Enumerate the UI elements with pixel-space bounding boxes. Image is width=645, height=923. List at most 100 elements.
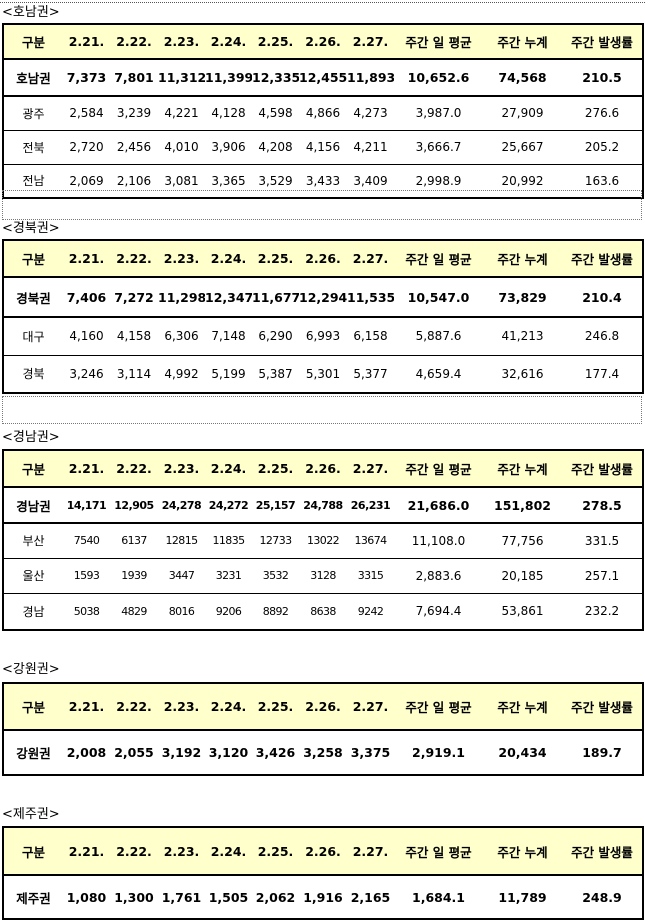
table-cell: 189.7 (582, 745, 622, 760)
table-cell: 32,616 (501, 366, 544, 381)
table-cell: 4,598 (258, 106, 293, 121)
table-cell: 7,694.4 (415, 604, 462, 619)
table-cell: 3,529 (258, 173, 293, 188)
table-cell: 2,062 (255, 889, 296, 905)
table-cell: 광주 (22, 106, 45, 121)
table-cell: 12,335 (252, 70, 299, 85)
table-cell: 24,278 (161, 498, 202, 512)
table-cell: 20,185 (501, 568, 544, 583)
table-cell: 2,106 (116, 173, 152, 188)
col-header-weekly-total: 주간 누계 (483, 827, 562, 875)
table-cell: 6,158 (353, 329, 388, 344)
table-cell: 11,677 (252, 289, 299, 305)
table-cell: 177.4 (584, 366, 620, 381)
col-header-date: 2.26. (299, 24, 347, 59)
table-cell: 3315 (357, 569, 384, 582)
header-row: 구분 2.21. 2.22. 2.23. 2.24. 2.25. 2.26. 2… (3, 450, 643, 487)
table-cell: 7,373 (66, 70, 107, 85)
col-header-date: 2.27. (347, 827, 394, 875)
col-header-weekly-rate: 주간 발생률 (562, 683, 643, 730)
table-cell: 2,055 (114, 745, 154, 760)
col-header-date: 2.27. (347, 240, 394, 277)
table-cell: 4,273 (353, 106, 388, 121)
col-header-date: 2.26. (299, 827, 347, 875)
table-row: 부산 7540 6137 12815 11835 12733 13022 136… (3, 523, 643, 558)
table-row: 광주 2,584 3,239 4,221 4,128 4,598 4,866 4… (3, 96, 643, 130)
table-cell: 울산 (22, 569, 45, 583)
table-cell: 경남 (22, 604, 45, 619)
col-header-date: 2.25. (252, 827, 299, 875)
table-cell: 호남권 (16, 71, 51, 86)
total-row: 경북권 7,406 7,272 11,298 12,347 11,677 12,… (3, 277, 643, 317)
region-table: 구분 2.21. 2.22. 2.23. 2.24. 2.25. 2.26. 2… (2, 23, 644, 199)
section-title: <경북권> (2, 221, 60, 236)
table-cell: 11,535 (347, 289, 394, 305)
table-row: 전남 2,069 2,106 3,081 3,365 3,529 3,433 3… (3, 164, 643, 198)
col-header-category: 구분 (3, 450, 63, 487)
table-cell: 1,684.1 (412, 889, 465, 905)
total-row: 경남권 14,171 12,905 24,278 24,272 25,157 2… (3, 487, 643, 523)
table-cell: 11,298 (158, 289, 205, 305)
table-cell: 4,010 (164, 140, 199, 154)
table-cell: 강원권 (16, 746, 51, 761)
table-cell: 24,272 (208, 498, 249, 512)
table-cell: 4,221 (164, 106, 199, 121)
table-cell: 20,992 (501, 173, 544, 188)
table-cell: 경북권 (16, 290, 51, 306)
table-cell: 278.5 (582, 497, 622, 513)
table-cell: 5038 (73, 604, 100, 618)
table-cell: 12733 (259, 534, 293, 548)
table-cell: 제주권 (16, 890, 51, 906)
table-cell: 163.6 (584, 173, 620, 188)
table-cell: 232.2 (584, 604, 620, 619)
table-cell: 3,081 (164, 173, 199, 188)
table-cell: 4,156 (305, 140, 341, 154)
table-cell: 2,008 (66, 745, 107, 760)
table-cell: 대구 (22, 329, 45, 344)
table-cell: 1,080 (66, 889, 107, 905)
col-header-date: 2.27. (347, 24, 394, 59)
table-cell: 6,993 (305, 329, 341, 344)
table-row: 경남 5038 4829 8016 9206 8892 8638 9242 7,… (3, 593, 643, 630)
table-cell: 3,666.7 (415, 140, 462, 154)
table-cell: 1,505 (208, 889, 249, 905)
col-header-category: 구분 (3, 24, 63, 59)
table-cell: 4829 (121, 604, 147, 618)
table-cell: 3,426 (255, 745, 296, 760)
table-cell: 20,434 (498, 745, 547, 760)
col-header-date: 2.23. (158, 827, 205, 875)
col-header-weekly-avg: 주간 일 평균 (394, 450, 483, 487)
table-cell: 5,887.6 (415, 329, 462, 344)
table-cell: 5,199 (211, 366, 246, 381)
table-cell: 5,387 (258, 366, 293, 381)
table-cell: 11,399 (205, 70, 252, 85)
table-cell: 4,208 (258, 140, 293, 154)
col-header-date: 2.21. (63, 827, 110, 875)
col-header-category: 구분 (3, 827, 63, 875)
table-cell: 73,829 (498, 289, 547, 305)
table-cell: 4,659.4 (415, 366, 462, 381)
table-cell: 41,213 (501, 329, 544, 344)
region-table: 구분 2.21. 2.22. 2.23. 2.24. 2.25. 2.26. 2… (2, 239, 644, 394)
col-header-date: 2.22. (110, 240, 158, 277)
table-cell: 210.4 (582, 289, 622, 305)
table-cell: 4,211 (353, 140, 388, 154)
col-header-date: 2.25. (252, 683, 299, 730)
table-cell: 12,347 (205, 289, 252, 305)
section-title: <경남권> (2, 430, 60, 445)
col-header-weekly-total: 주간 누계 (483, 240, 562, 277)
col-header-date: 2.26. (299, 240, 347, 277)
table-cell: 25,667 (501, 140, 544, 154)
table-cell: 7,801 (114, 70, 154, 85)
table-cell: 11,312 (158, 70, 205, 85)
table-cell: 3128 (310, 569, 336, 582)
col-header-date: 2.23. (158, 240, 205, 277)
col-header-weekly-total: 주간 누계 (483, 683, 562, 730)
section-title: <호남권> (2, 5, 60, 20)
table-cell: 6,290 (258, 329, 293, 344)
table-cell: 6,306 (164, 329, 199, 344)
table-cell: 8892 (262, 604, 289, 618)
col-header-date: 2.21. (63, 240, 110, 277)
table-cell: 3,246 (69, 366, 104, 381)
table-cell: 3,114 (116, 366, 152, 381)
